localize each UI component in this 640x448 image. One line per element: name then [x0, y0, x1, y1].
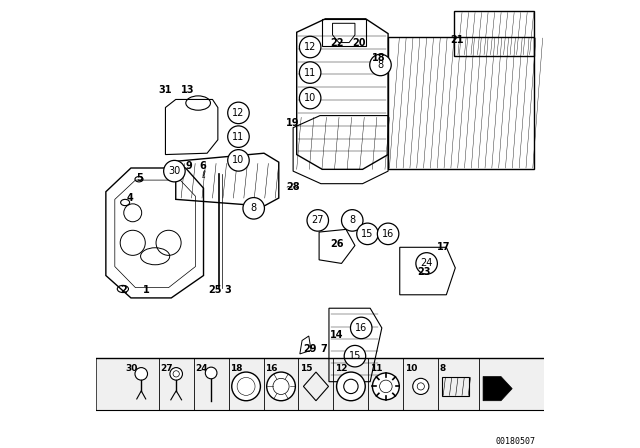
- Text: 16: 16: [355, 323, 367, 333]
- Text: 3: 3: [225, 285, 232, 295]
- Text: 7: 7: [320, 344, 327, 353]
- Text: 8: 8: [378, 60, 383, 70]
- Text: 30: 30: [168, 166, 180, 176]
- Text: 5: 5: [136, 173, 143, 183]
- Circle shape: [417, 383, 424, 390]
- Text: 22: 22: [330, 38, 343, 47]
- Text: 18: 18: [230, 364, 243, 373]
- Text: 12: 12: [232, 108, 244, 118]
- Circle shape: [413, 378, 429, 395]
- Text: 21: 21: [450, 35, 463, 45]
- Circle shape: [120, 230, 145, 255]
- Circle shape: [205, 367, 217, 379]
- Text: 10: 10: [232, 155, 244, 165]
- Circle shape: [416, 253, 437, 274]
- Text: 10: 10: [404, 364, 417, 373]
- Circle shape: [228, 102, 249, 124]
- Text: 6: 6: [199, 161, 206, 171]
- Text: 29: 29: [303, 344, 317, 353]
- Text: ℓ: ℓ: [202, 170, 205, 180]
- Text: 11: 11: [232, 132, 244, 142]
- Circle shape: [344, 345, 365, 367]
- Text: 9: 9: [186, 161, 193, 171]
- Circle shape: [380, 380, 392, 392]
- Text: 10: 10: [304, 93, 316, 103]
- Circle shape: [342, 210, 363, 231]
- Text: 17: 17: [436, 242, 450, 252]
- Text: 4: 4: [126, 193, 133, 203]
- Circle shape: [300, 87, 321, 109]
- Text: 31: 31: [159, 85, 172, 95]
- Circle shape: [242, 382, 250, 391]
- Text: 11: 11: [370, 364, 382, 373]
- Text: 13: 13: [181, 85, 195, 95]
- Circle shape: [273, 378, 289, 395]
- Circle shape: [267, 372, 296, 401]
- Circle shape: [300, 36, 321, 58]
- Text: 30: 30: [125, 364, 138, 373]
- Text: 15: 15: [349, 351, 361, 361]
- Text: 8: 8: [251, 203, 257, 213]
- Text: 00180507: 00180507: [495, 437, 535, 446]
- Text: ~~: ~~: [285, 183, 300, 192]
- Circle shape: [170, 367, 182, 380]
- Bar: [96, 358, 544, 410]
- Circle shape: [135, 367, 148, 380]
- Text: 24: 24: [195, 364, 207, 373]
- Circle shape: [156, 230, 181, 255]
- Circle shape: [351, 317, 372, 339]
- Circle shape: [228, 126, 249, 147]
- Text: 2: 2: [120, 285, 127, 295]
- Text: 27: 27: [160, 364, 173, 373]
- Text: 16: 16: [265, 364, 277, 373]
- Text: 8: 8: [349, 215, 355, 225]
- Circle shape: [356, 223, 378, 245]
- Circle shape: [228, 150, 249, 171]
- Circle shape: [344, 379, 358, 393]
- Text: 19: 19: [285, 118, 299, 128]
- Circle shape: [378, 223, 399, 245]
- Text: 15: 15: [362, 229, 374, 239]
- Text: 16: 16: [382, 229, 394, 239]
- Circle shape: [243, 198, 264, 219]
- Circle shape: [232, 372, 260, 401]
- Circle shape: [164, 160, 185, 182]
- Circle shape: [124, 204, 141, 222]
- Text: 20: 20: [353, 38, 366, 47]
- Circle shape: [237, 377, 255, 395]
- Text: 12: 12: [304, 42, 316, 52]
- Text: 27: 27: [312, 215, 324, 225]
- Circle shape: [370, 54, 391, 76]
- Text: 18: 18: [372, 53, 386, 63]
- Text: 28: 28: [286, 182, 300, 192]
- Text: 1: 1: [143, 285, 150, 295]
- Polygon shape: [483, 376, 512, 401]
- Circle shape: [173, 371, 179, 377]
- Circle shape: [300, 62, 321, 83]
- Circle shape: [307, 210, 328, 231]
- Text: 12: 12: [335, 364, 348, 373]
- Text: 25: 25: [208, 285, 221, 295]
- Text: 26: 26: [330, 239, 344, 249]
- Text: 24: 24: [420, 258, 433, 268]
- Circle shape: [372, 373, 399, 400]
- Text: 15: 15: [300, 364, 312, 373]
- Circle shape: [337, 372, 365, 401]
- Text: 11: 11: [304, 68, 316, 78]
- Text: 14: 14: [330, 330, 344, 340]
- Text: 8: 8: [440, 364, 446, 373]
- Text: 23: 23: [417, 267, 431, 277]
